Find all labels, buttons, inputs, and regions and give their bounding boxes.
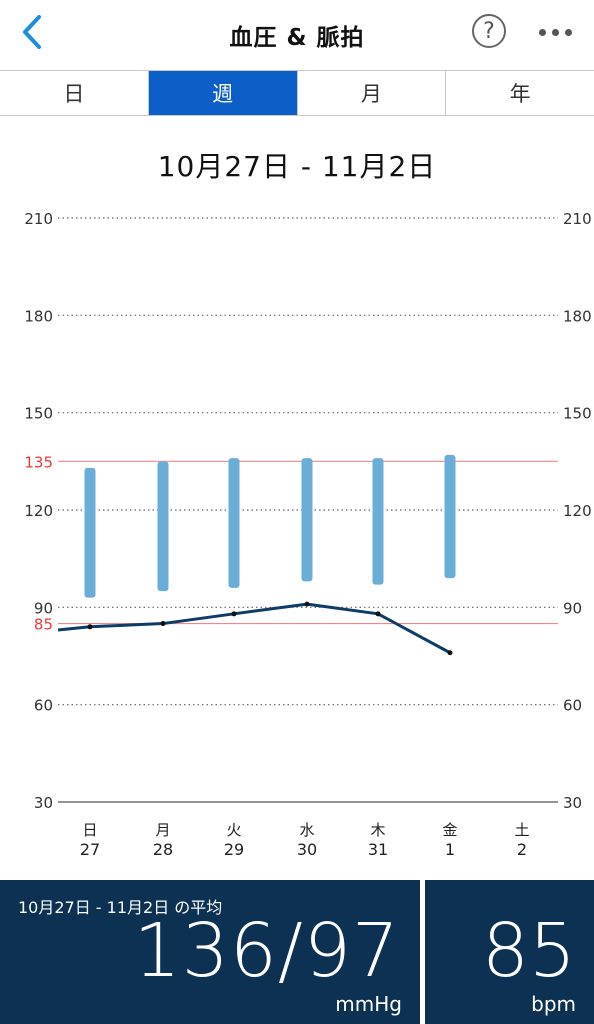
more-icon-dot [564, 28, 572, 36]
y-tick-label-right: 90 [563, 599, 582, 617]
bp-range-bar [228, 458, 240, 588]
pulse-average-value: 85 [481, 908, 576, 994]
y-tick-label-left: 210 [24, 210, 53, 228]
tab-day[interactable]: 日 [0, 71, 149, 115]
x-tick-weekday: 水 [299, 821, 314, 839]
y-tick-label-left: 180 [24, 307, 53, 325]
blood-pressure-chart: 30 30 60 60 90 90 120 120 150 150 180 180 210 210 135 8… [24, 210, 592, 859]
y-tick-label-left: 30 [34, 794, 53, 812]
y-tick-label-right: 30 [563, 794, 582, 812]
y-tick-label-left: 60 [34, 697, 53, 715]
page-title: 血圧 & 脈拍 [229, 25, 365, 51]
y-tick-label-right: 180 [563, 307, 592, 325]
pulse-unit: bpm [531, 992, 576, 1016]
x-tick-weekday: 金 [442, 821, 457, 839]
tab-month[interactable]: 月 [298, 71, 447, 115]
y-tick-label-right: 60 [563, 697, 582, 715]
bp-range-bar [301, 458, 313, 582]
pulse-point [160, 621, 166, 627]
help-button[interactable]: ? [472, 14, 506, 48]
x-tick-weekday: 木 [370, 821, 385, 839]
summary-panel: 10月27日 - 11月2日 の平均 136/97 mmHg 85 bpm [0, 880, 594, 1024]
bp-average-value: 136/97 [133, 908, 400, 994]
pulse-point [87, 624, 93, 630]
reference-line-label: 135 [24, 453, 53, 471]
more-icon-dot [551, 28, 559, 36]
y-tick-label-left: 120 [24, 502, 53, 520]
x-tick-date: 29 [224, 840, 244, 859]
x-tick-date: 30 [297, 840, 317, 859]
y-tick-label-left: 90 [34, 599, 53, 617]
x-tick-date: 31 [368, 840, 388, 859]
bp-range-bar [372, 458, 384, 585]
average-label: 10月27日 - 11月2日 の平均 [18, 898, 223, 917]
x-tick-weekday: 月 [155, 821, 170, 839]
pulse-point [375, 611, 381, 617]
back-button[interactable] [12, 10, 52, 54]
pulse-point [231, 611, 237, 617]
x-tick-weekday: 火 [226, 821, 241, 839]
question-icon: ? [483, 18, 495, 44]
y-tick-label-left: 150 [24, 405, 53, 423]
bp-range-bar [444, 454, 456, 579]
pulse-point [447, 650, 453, 656]
y-tick-label-right: 120 [563, 502, 592, 520]
x-tick-date: 1 [445, 840, 455, 859]
x-tick-weekday: 土 [514, 821, 529, 839]
pulse-average-box: 85 bpm [425, 880, 594, 1024]
x-tick-date: 27 [80, 840, 100, 859]
header: 血圧 & 脈拍 ? [0, 0, 594, 70]
x-tick-weekday: 日 [82, 821, 97, 839]
bp-unit: mmHg [335, 992, 402, 1016]
more-icon-dot [538, 28, 546, 36]
chevron-left-icon [23, 15, 41, 49]
bp-range-bar [157, 461, 169, 592]
bp-range-bar [84, 467, 96, 598]
bp-average-box: 10月27日 - 11月2日 の平均 136/97 mmHg [0, 880, 420, 1024]
pulse-line [57, 602, 451, 655]
more-options-button[interactable] [530, 20, 580, 44]
y-tick-label-right: 150 [563, 405, 592, 423]
date-range-title: 10月27日 - 11月2日 [157, 150, 437, 183]
tab-week[interactable]: 週 [148, 71, 298, 115]
x-tick-date: 28 [153, 840, 173, 859]
pulse-point [304, 601, 310, 607]
reference-line-label: 85 [34, 616, 53, 634]
y-tick-label-right: 210 [563, 210, 592, 228]
period-tabs: 日 週 月 年 [0, 70, 594, 116]
tab-year[interactable]: 年 [509, 82, 531, 106]
x-tick-date: 2 [517, 840, 527, 859]
